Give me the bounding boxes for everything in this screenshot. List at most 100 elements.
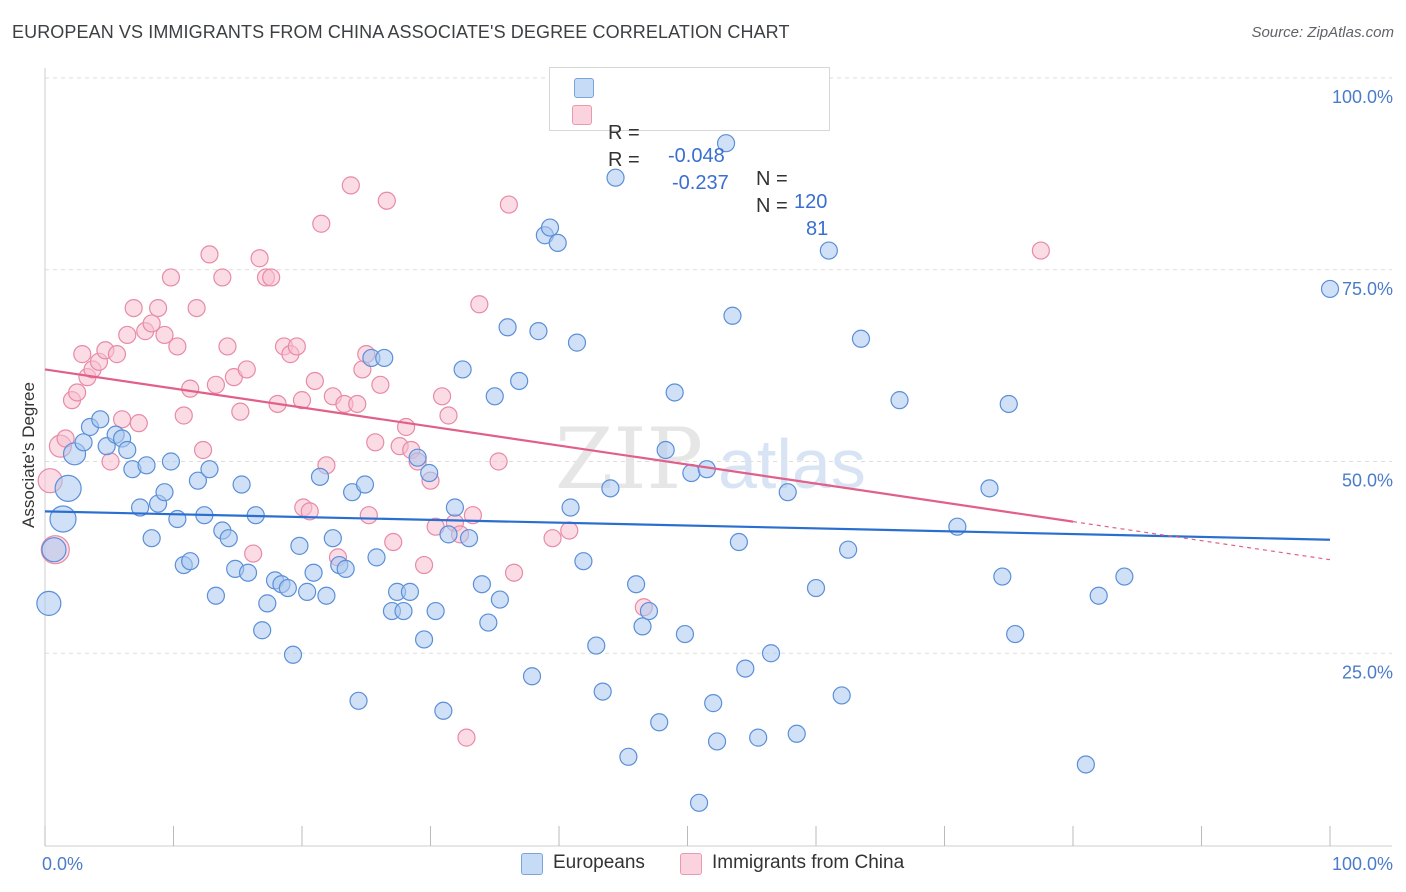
data-point bbox=[300, 502, 319, 521]
data-point bbox=[292, 391, 312, 410]
data-point bbox=[1076, 755, 1095, 774]
data-point bbox=[472, 575, 491, 594]
legend-r-value-china: -0.237 bbox=[672, 172, 729, 194]
data-point bbox=[851, 329, 871, 348]
data-point bbox=[510, 371, 529, 391]
data-point bbox=[490, 590, 509, 609]
data-point bbox=[317, 586, 336, 605]
data-point bbox=[890, 391, 909, 410]
data-point bbox=[124, 299, 143, 318]
chart-title: EUROPEAN VS IMMIGRANTS FROM CHINA ASSOCI… bbox=[12, 22, 790, 42]
data-point bbox=[290, 536, 309, 555]
data-point bbox=[394, 601, 413, 621]
china-points bbox=[37, 176, 1050, 747]
data-point bbox=[349, 691, 368, 710]
data-point bbox=[218, 337, 237, 356]
data-point bbox=[181, 379, 200, 398]
data-point bbox=[445, 498, 465, 517]
data-point bbox=[560, 521, 579, 540]
data-point bbox=[142, 314, 161, 333]
data-point bbox=[778, 483, 797, 502]
data-point bbox=[522, 667, 542, 686]
data-point bbox=[1320, 279, 1340, 299]
data-point bbox=[238, 563, 258, 582]
bottom-swatch-europeans bbox=[521, 853, 543, 875]
data-point bbox=[377, 191, 396, 210]
data-point bbox=[479, 613, 498, 632]
data-point bbox=[504, 563, 524, 582]
data-point bbox=[729, 532, 749, 552]
data-point bbox=[736, 659, 755, 678]
data-point bbox=[253, 621, 272, 640]
data-point bbox=[749, 728, 768, 747]
data-point bbox=[656, 440, 675, 460]
data-point bbox=[74, 433, 93, 452]
data-point bbox=[359, 506, 378, 525]
trend-line-china-extension bbox=[1072, 521, 1331, 561]
data-point bbox=[459, 529, 479, 548]
data-point bbox=[323, 529, 342, 548]
axes bbox=[44, 68, 1392, 847]
data-point bbox=[174, 406, 193, 425]
data-point bbox=[232, 475, 251, 494]
legend-r-label: R = bbox=[608, 149, 640, 171]
data-point bbox=[689, 793, 709, 812]
data-point bbox=[498, 318, 517, 337]
y-tick-label: 50.0% bbox=[1342, 471, 1393, 491]
data-point bbox=[426, 601, 445, 621]
data-point bbox=[366, 433, 385, 452]
data-point bbox=[626, 575, 646, 594]
data-point bbox=[1006, 624, 1025, 644]
data-point bbox=[675, 624, 695, 644]
y-tick-label: 100.0% bbox=[1332, 87, 1393, 107]
data-point bbox=[414, 555, 434, 575]
data-point bbox=[453, 360, 472, 379]
data-point bbox=[1031, 241, 1050, 260]
data-point bbox=[400, 582, 420, 601]
trend-line-china bbox=[44, 368, 1074, 523]
legend-swatch-europeans bbox=[574, 78, 594, 98]
data-point bbox=[832, 686, 851, 705]
data-point bbox=[161, 452, 181, 471]
data-point bbox=[439, 525, 458, 544]
data-point bbox=[219, 529, 238, 548]
data-point bbox=[761, 644, 781, 663]
data-point bbox=[112, 410, 132, 429]
data-point bbox=[601, 479, 620, 498]
data-point bbox=[310, 467, 330, 486]
legend-r-label: R = bbox=[608, 122, 640, 144]
data-point bbox=[188, 471, 208, 490]
watermark: ZIP atlas bbox=[555, 410, 866, 508]
data-point bbox=[367, 548, 386, 567]
data-point bbox=[489, 452, 508, 471]
legend-n-value-china: 81 bbox=[806, 218, 829, 240]
data-point bbox=[993, 567, 1012, 586]
data-point bbox=[355, 475, 375, 494]
data-point bbox=[665, 383, 684, 402]
data-point bbox=[181, 552, 200, 571]
x-tick-label: 100.0% bbox=[1332, 854, 1393, 874]
data-point bbox=[68, 383, 87, 402]
data-point bbox=[73, 345, 92, 364]
data-point bbox=[206, 586, 226, 605]
data-point bbox=[287, 337, 306, 356]
legend-n-label: N = bbox=[756, 168, 788, 190]
data-point bbox=[193, 440, 213, 460]
tick-labels: 100.0% 75.0% 50.0% 25.0% 0.0% 100.0% bbox=[42, 87, 1393, 874]
data-point bbox=[548, 233, 567, 253]
legend-n-value-europeans: 120 bbox=[794, 191, 828, 213]
data-point bbox=[41, 537, 67, 563]
data-point bbox=[439, 406, 458, 425]
data-point bbox=[137, 456, 156, 475]
data-point bbox=[244, 544, 263, 563]
y-tick-label: 25.0% bbox=[1342, 662, 1393, 682]
data-point bbox=[54, 474, 82, 502]
data-point bbox=[704, 694, 723, 713]
data-point bbox=[434, 701, 453, 720]
data-point bbox=[237, 360, 256, 379]
data-point bbox=[129, 414, 148, 433]
data-point bbox=[420, 463, 439, 483]
data-point bbox=[499, 195, 518, 214]
data-point bbox=[463, 506, 483, 525]
legend-n-label: N = bbox=[756, 195, 788, 217]
